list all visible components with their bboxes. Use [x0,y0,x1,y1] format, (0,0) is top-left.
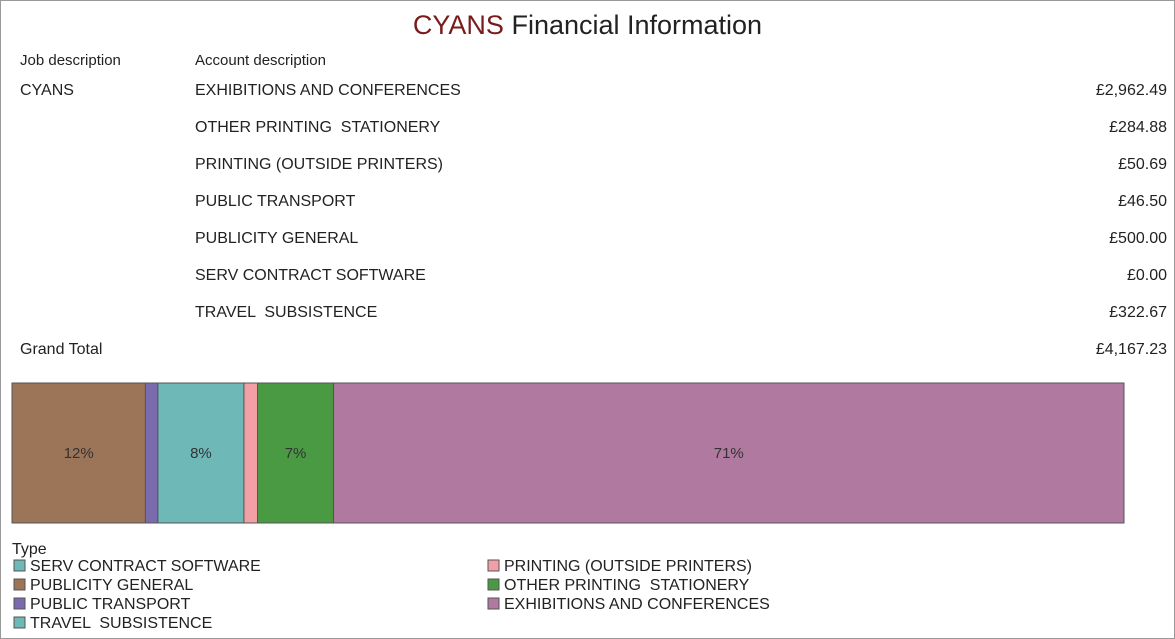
legend-label: OTHER PRINTING STATIONERY [504,577,750,594]
amount: £50.69 [1118,156,1167,173]
legend-swatch [13,578,26,591]
legend-swatch [487,559,500,572]
legend-swatch [13,559,26,572]
title: CYANS Financial Information [0,10,1175,41]
segment-label: 12% [64,445,94,462]
legend-label: PRINTING (OUTSIDE PRINTERS) [504,558,752,575]
header: Account description [195,52,326,69]
segment-label: 71% [714,445,744,462]
legend-swatch [487,597,500,610]
legend-swatch [487,578,500,591]
amount: £284.88 [1109,119,1167,136]
title-rest: Financial Information [511,10,763,40]
bar-segment [243,382,259,524]
bar-segment [157,382,245,524]
bar-segment [257,382,335,524]
segment-label: 8% [190,445,212,462]
account: TRAVEL SUBSISTENCE [195,304,378,321]
legend-swatch [13,597,26,610]
amount: £0.00 [1126,267,1167,284]
amount: £46.50 [1118,193,1167,210]
bar-segment [11,382,146,524]
legend-label: PUBLIC TRANSPORT [30,596,191,613]
legend-title: Type [12,541,47,558]
account: OTHER PRINTING STATIONERY [195,119,441,136]
legend-label: SERV CONTRACT SOFTWARE [30,558,261,575]
job: CYANS [20,82,74,99]
legend-label: TRAVEL SUBSISTENCE [30,615,212,632]
legend-swatch [13,616,26,629]
segment-label: 7% [285,445,307,462]
amount: £500.00 [1109,230,1167,247]
account: PRINTING (OUTSIDE PRINTERS) [195,156,444,173]
amount: £2,962.49 [1095,82,1167,99]
total-label: Grand Total [20,341,103,358]
header: Job description [20,52,121,69]
title-highlight: CYANS [412,10,504,40]
bar-segment [144,382,159,524]
account: SERV CONTRACT SOFTWARE [195,267,426,284]
account: PUBLICITY GENERAL [195,230,359,247]
account: EXHIBITIONS AND CONFERENCES [195,82,461,99]
total: £4,167.23 [1095,341,1167,358]
amount: £322.67 [1109,304,1167,321]
legend-label: PUBLICITY GENERAL [30,577,193,594]
legend-label: EXHIBITIONS AND CONFERENCES [504,596,770,613]
account: PUBLIC TRANSPORT [195,193,356,210]
bar-segment [333,382,1125,524]
